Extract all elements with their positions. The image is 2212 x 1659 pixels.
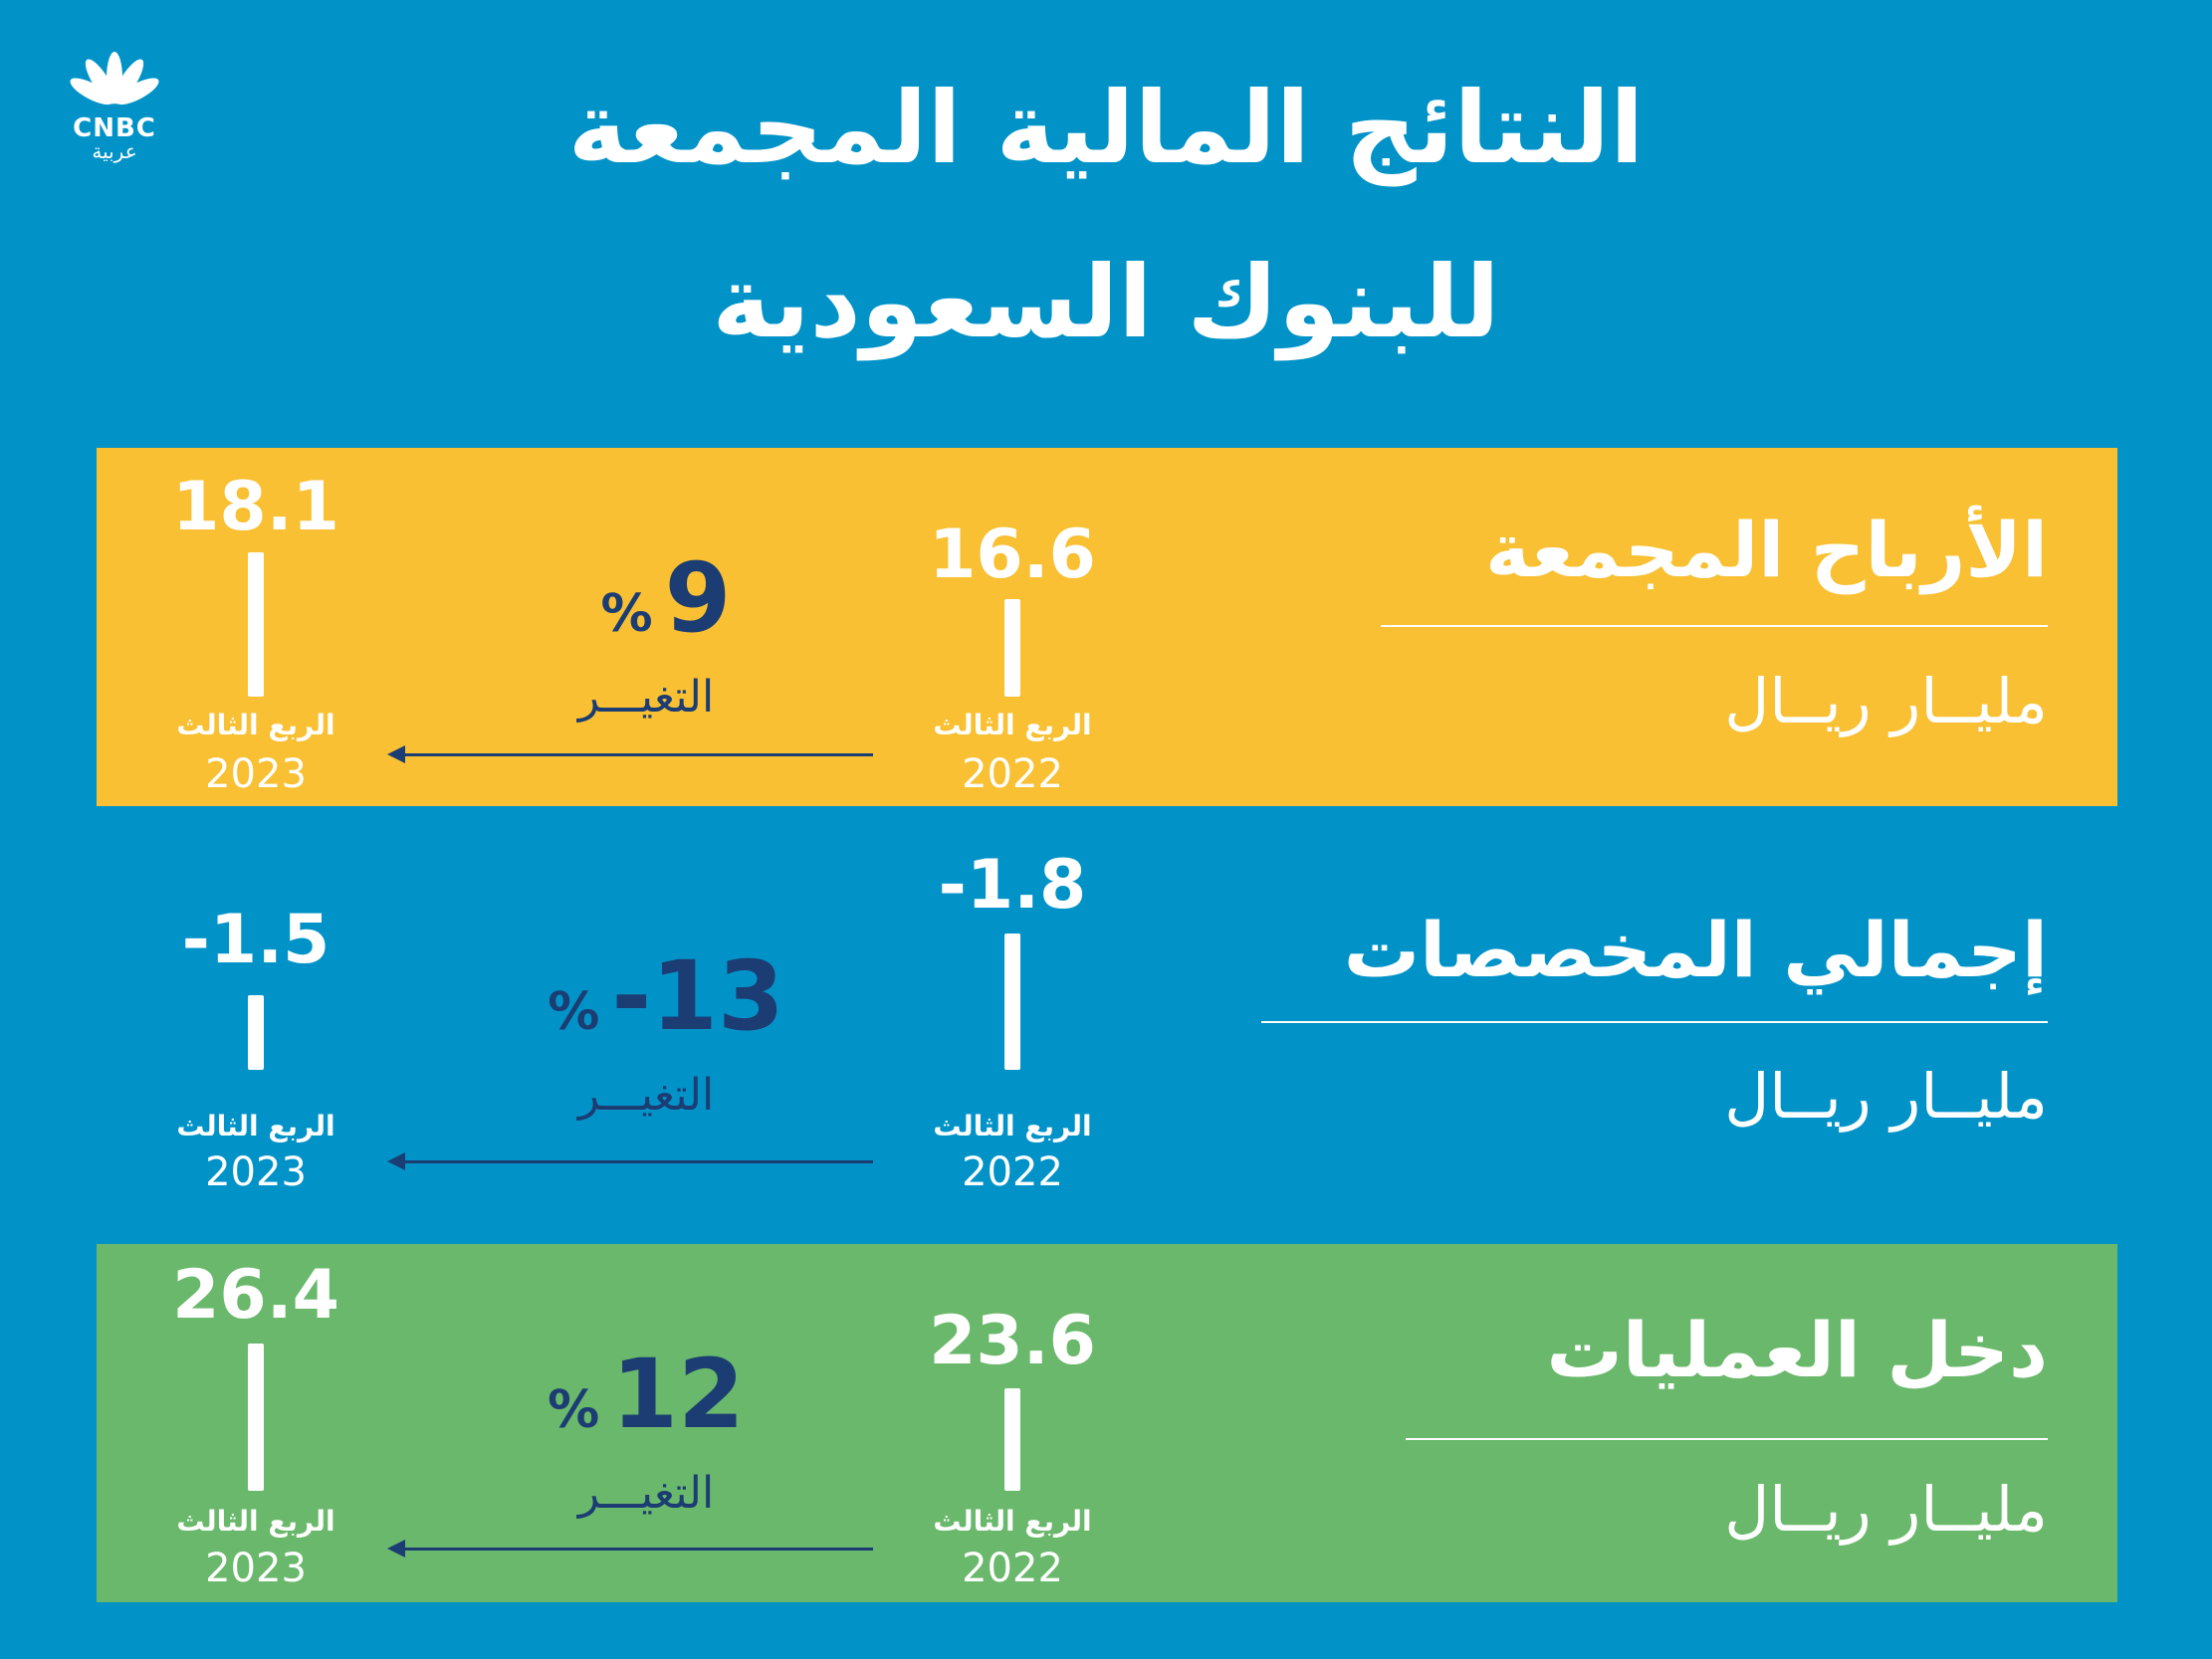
change-percent: % -13 <box>548 940 784 1052</box>
cnbc-logo: CNBC عربية <box>50 40 179 163</box>
page-title-line2: للبنوك السعودية <box>712 244 1500 360</box>
year-2023: 2023 <box>205 1149 307 1195</box>
metric-unit: مليــار ريــال <box>1724 1060 2048 1133</box>
year-2022: 2022 <box>962 1546 1063 1591</box>
metric-title: دخل العمليات <box>1546 1306 2048 1394</box>
logo-subtext: عربية <box>92 139 137 163</box>
bar-2022 <box>1004 933 1020 1070</box>
bar-2022 <box>1004 599 1020 697</box>
value-2022: 23.6 <box>929 1302 1096 1380</box>
metric-title: الأرباح المجمعة <box>1485 506 2048 594</box>
page-title-line1: النتائج المالية المجمعة <box>567 70 1645 186</box>
bar-2023 <box>248 552 264 697</box>
metric-title: إجمالي المخصصات <box>1343 906 2048 994</box>
arrow-left-icon <box>387 1152 405 1170</box>
change-label: التغيـــر <box>577 1070 715 1121</box>
year-2022: 2022 <box>962 751 1063 797</box>
period-label-2022: الربع الثالث <box>933 709 1092 741</box>
value-2023: 18.1 <box>172 468 339 546</box>
metric-panel-provisions: إجمالي المخصصات مليــار ريــال -1.5 الرب… <box>97 846 2117 1204</box>
value-2022: 16.6 <box>929 516 1096 594</box>
value-2023: -1.5 <box>181 901 331 979</box>
value-2023: 26.4 <box>172 1256 339 1335</box>
change-label: التغيـــر <box>577 1468 715 1519</box>
change-label: التغيـــر <box>577 672 715 723</box>
metric-divider <box>1406 1438 2048 1440</box>
bar-2023 <box>248 995 264 1070</box>
period-label-2023: الربع الثالث <box>176 709 335 741</box>
year-2023: 2023 <box>205 1546 307 1591</box>
bar-2022 <box>1004 1388 1020 1491</box>
change-arrow <box>395 1160 873 1163</box>
change-arrow <box>395 753 873 756</box>
logo-text: CNBC <box>73 113 156 143</box>
metric-panel-profits: الأرباح المجمعة مليــار ريــال 18.1 الرب… <box>97 448 2117 806</box>
period-label-2023: الربع الثالث <box>176 1110 335 1142</box>
change-arrow <box>395 1548 873 1551</box>
period-label-2022: الربع الثالث <box>933 1505 1092 1538</box>
metric-divider <box>1381 625 2048 627</box>
peacock-icon <box>70 52 159 105</box>
bar-2023 <box>248 1344 264 1491</box>
period-label-2023: الربع الثالث <box>176 1505 335 1538</box>
value-2022: -1.8 <box>938 846 1087 925</box>
year-2023: 2023 <box>205 751 307 797</box>
change-percent: % 9 <box>600 542 732 654</box>
arrow-left-icon <box>387 1540 405 1557</box>
metric-unit: مليــار ريــال <box>1724 665 2048 737</box>
metric-panel-operating-income: دخل العمليات مليــار ريــال 26.4 الربع ا… <box>97 1244 2117 1602</box>
change-percent: % 12 <box>548 1339 745 1450</box>
arrow-left-icon <box>387 745 405 763</box>
period-label-2022: الربع الثالث <box>933 1110 1092 1142</box>
year-2022: 2022 <box>962 1149 1063 1195</box>
metric-divider <box>1261 1021 2048 1023</box>
metric-unit: مليــار ريــال <box>1724 1473 2048 1546</box>
